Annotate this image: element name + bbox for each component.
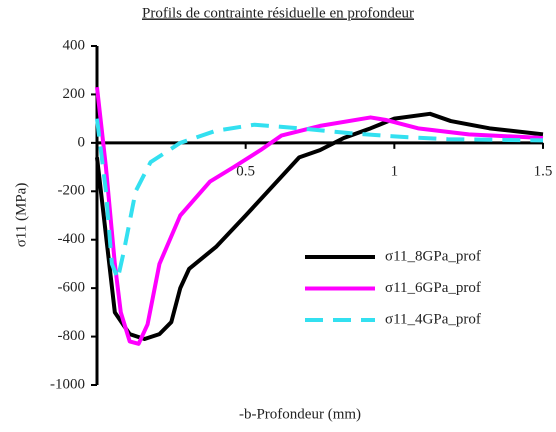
x-tick-label: 1.5	[534, 163, 553, 179]
series-line	[95, 86, 544, 346]
y-tick-label: 0	[78, 134, 86, 150]
series-line	[95, 111, 544, 341]
x-tick-label: 1	[391, 163, 399, 179]
y-tick-label: -200	[58, 183, 86, 199]
chart-title: Profils de contrainte résiduelle en prof…	[142, 5, 414, 21]
y-tick-label: 400	[63, 37, 86, 53]
y-tick-label: -600	[58, 280, 86, 296]
x-axis-label: -b-Profondeur (mm)	[239, 406, 361, 422]
y-tick-label: -800	[58, 328, 86, 344]
y-axis-label: σ11 (MPa)	[13, 183, 29, 248]
x-tick-label: 0.5	[236, 163, 255, 179]
y-tick-label: 200	[63, 86, 86, 102]
y-tick-label: -1000	[50, 376, 85, 392]
y-tick-label: -400	[58, 231, 86, 247]
legend-label: σ11_4GPa_prof	[385, 311, 481, 327]
legend-label: σ11_8GPa_prof	[385, 248, 481, 264]
legend-label: σ11_6GPa_prof	[385, 280, 481, 296]
series-line	[95, 118, 544, 281]
